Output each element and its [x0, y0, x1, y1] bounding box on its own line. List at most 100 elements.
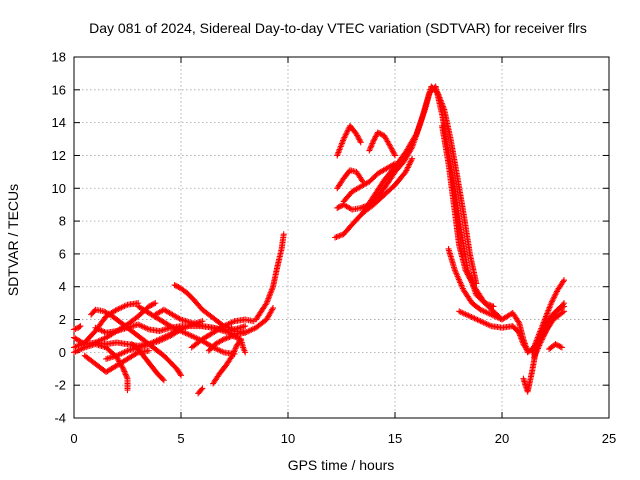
data-marks [71, 83, 568, 397]
data-point [392, 160, 398, 167]
data-point [357, 139, 364, 146]
data-series-arc-13 [171, 282, 249, 333]
data-point [174, 283, 181, 290]
data-point [376, 130, 383, 137]
data-point [465, 272, 472, 279]
x-tick-label: 20 [495, 431, 509, 446]
data-point [123, 374, 130, 381]
data-point [336, 203, 343, 210]
data-point [371, 136, 378, 143]
data-point [559, 304, 566, 311]
data-point [366, 146, 373, 153]
data-point [159, 376, 166, 383]
data-series-arc-32 [546, 341, 565, 353]
data-point [372, 134, 379, 141]
data-series-arc-24 [366, 129, 398, 159]
x-tick-label: 15 [388, 431, 402, 446]
data-point [378, 131, 385, 138]
data-point [552, 341, 559, 348]
data-point [269, 306, 276, 313]
data-series-arc-28 [456, 308, 531, 354]
data-point [366, 147, 373, 154]
data-point [199, 385, 206, 392]
chart-title: Day 081 of 2024, Sidereal Day-to-day VTE… [89, 20, 587, 36]
data-point [91, 307, 98, 314]
data-series-arc-15 [195, 385, 206, 397]
data-point [148, 302, 155, 309]
data-point [464, 271, 471, 278]
data-series-arc-1 [71, 323, 84, 333]
plot-frame [73, 56, 610, 419]
data-point [557, 305, 564, 312]
grid [74, 57, 609, 418]
data-point [171, 282, 178, 289]
data-point [408, 145, 415, 152]
data-point [370, 137, 377, 144]
data-point [77, 323, 84, 330]
axis-ticks: 0 5 10 15 20 25 -4 -2 0 2 4 6 8 10 12 14 16 18 [52, 50, 617, 447]
data-point [231, 347, 238, 354]
data-point [391, 151, 398, 158]
y-tick-label: 16 [52, 82, 66, 97]
data-point [152, 300, 159, 307]
data-point [368, 143, 375, 150]
data-point [177, 371, 184, 378]
data-point [556, 343, 563, 350]
x-tick-label: 10 [281, 431, 295, 446]
data-point [354, 133, 361, 140]
y-tick-label: 8 [59, 214, 66, 229]
data-point [369, 140, 376, 147]
data-point [231, 348, 238, 355]
data-point [124, 387, 131, 394]
y-tick-label: 12 [52, 148, 66, 163]
data-point [145, 303, 152, 310]
data-point [367, 144, 374, 151]
data-point [389, 146, 396, 153]
data-point [372, 133, 379, 140]
data-point [120, 365, 127, 372]
data-point [555, 306, 562, 313]
data-point [172, 282, 179, 289]
data-point [122, 371, 129, 378]
data-point [469, 279, 476, 286]
data-series-arc-21 [334, 167, 366, 192]
data-point [368, 141, 375, 148]
data-point [354, 132, 361, 139]
data-point [242, 323, 249, 330]
data-point [409, 155, 416, 162]
x-axis-label: GPS time / hours [288, 457, 395, 473]
data-point [555, 342, 562, 349]
data-point [560, 278, 567, 285]
data-point [467, 276, 474, 283]
data-point [121, 368, 128, 375]
data-point [377, 130, 384, 137]
data-point [123, 372, 130, 379]
data-point [357, 137, 364, 144]
data-point [358, 177, 365, 184]
data-point [468, 278, 475, 285]
data-point [557, 343, 564, 350]
data-point [463, 268, 470, 275]
data-point [374, 129, 381, 136]
data-series-arc-16 [210, 336, 244, 387]
y-tick-label: 14 [52, 115, 66, 130]
data-point [160, 377, 167, 384]
data-series-arc-18 [252, 231, 287, 323]
data-series-arc-22 [334, 122, 364, 159]
data-point [280, 231, 287, 238]
data-point [390, 161, 397, 168]
data-point [229, 352, 236, 359]
y-tick-label: 18 [52, 50, 66, 65]
y-tick-label: 6 [59, 246, 66, 261]
data-point [242, 329, 249, 336]
data-point [469, 280, 476, 287]
data-point [464, 270, 471, 277]
y-tick-label: -4 [54, 411, 66, 426]
data-series-arc-10 [128, 341, 167, 384]
data-point [175, 284, 182, 291]
data-point [149, 301, 156, 308]
data-point [561, 308, 568, 315]
data-series-arc-23 [340, 160, 398, 205]
data-point [387, 144, 394, 151]
